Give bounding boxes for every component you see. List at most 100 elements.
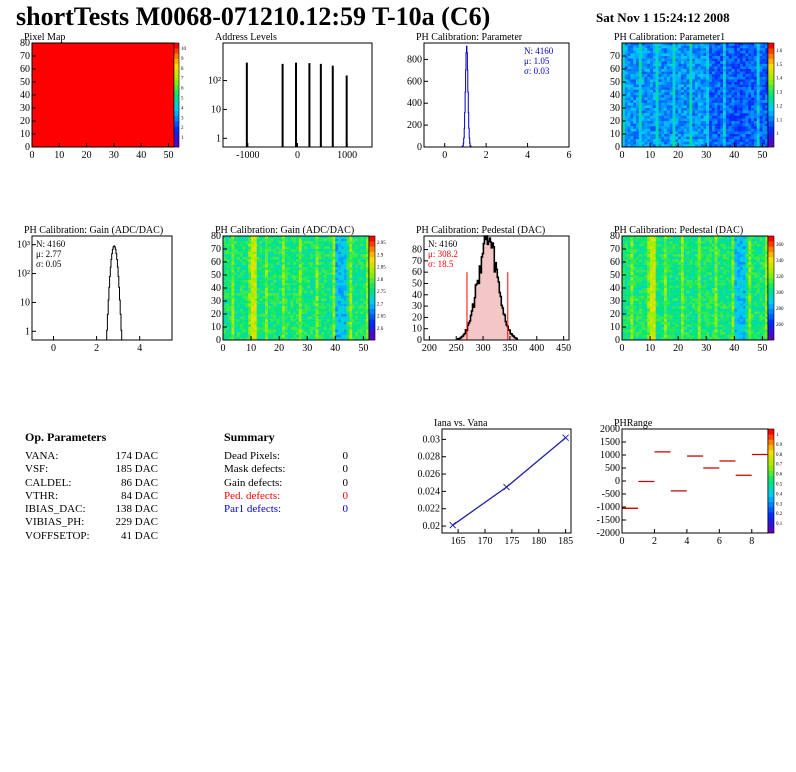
heatmap-cell (363, 290, 367, 294)
heatmap-cell (759, 131, 763, 135)
heatmap-cell (324, 327, 328, 330)
heatmap-cell (256, 288, 260, 291)
heatmap-cell (728, 61, 732, 64)
heatmap-cell (343, 329, 347, 333)
heatmap-cell (633, 277, 637, 281)
heatmap-cell (672, 113, 676, 116)
heatmap-cell (318, 238, 322, 242)
heatmap-cell (296, 324, 300, 328)
heatmap-cell (664, 84, 668, 88)
heatmap-cell (624, 246, 628, 250)
heatmap-cell (234, 324, 238, 328)
heatmap-cell (279, 311, 283, 315)
heatmap-cell (717, 79, 721, 83)
heatmap-cell (675, 76, 679, 80)
heatmap-cell (633, 246, 637, 250)
heatmap-cell (756, 131, 760, 135)
heatmap-cell (622, 306, 626, 309)
heatmap-cell (231, 267, 235, 270)
x-tick-label: 40 (330, 343, 340, 354)
heatmap-cell (753, 74, 757, 77)
heatmap-cell (231, 290, 235, 294)
heatmap-cell (709, 144, 713, 148)
heatmap-cell (711, 110, 715, 114)
heatmap-cell (636, 280, 640, 283)
heatmap-cell (296, 329, 300, 333)
heatmap-cell (276, 256, 280, 260)
heatmap-cell (697, 43, 701, 46)
heatmap-cell (728, 136, 732, 140)
heatmap-cell (742, 123, 746, 127)
heatmap-cell (703, 115, 707, 119)
heatmap-cell (756, 108, 760, 111)
heatmap-cell (636, 144, 640, 148)
heatmap-cell (324, 246, 328, 250)
heatmap-cell (622, 334, 626, 338)
heatmap-cell (265, 314, 269, 317)
heatmap-cell (335, 282, 339, 286)
heatmap-cell (627, 280, 631, 283)
heatmap-cell (363, 259, 367, 263)
heatmap-cell (231, 238, 235, 242)
heatmap-cell (326, 285, 330, 289)
heatmap-cell (717, 110, 721, 114)
heatmap-cell (706, 48, 710, 51)
heatmap-cell (658, 123, 662, 127)
heatmap-cell (641, 298, 645, 302)
heatmap-cell (349, 256, 353, 260)
heatmap-cell (262, 267, 266, 270)
heatmap-cell (680, 128, 684, 132)
heatmap-cell (624, 236, 628, 239)
heatmap-cell (312, 301, 316, 304)
heatmap-cell (647, 87, 651, 90)
heatmap-cell (627, 308, 631, 312)
heatmap-cell (689, 92, 693, 96)
heatmap-cell (700, 97, 704, 101)
heatmap-cell (279, 277, 283, 281)
heatmap-cell (273, 275, 277, 278)
heatmap-cell (228, 337, 232, 341)
heatmap-cell (745, 128, 749, 132)
heatmap-cell (723, 97, 727, 101)
heatmap-cell (633, 337, 637, 341)
heatmap-cell (630, 329, 634, 333)
heatmap-cell (279, 264, 283, 268)
heatmap-cell (652, 337, 656, 341)
heatmap-cell (335, 298, 339, 302)
heatmap-cell (321, 267, 325, 270)
heatmap-cell (281, 285, 285, 289)
x-tick-label: 0 (620, 150, 625, 161)
heatmap-cell (346, 277, 350, 281)
heatmap-cell (641, 95, 645, 98)
heatmap-cell (655, 256, 659, 260)
heatmap-cell (267, 251, 271, 255)
heatmap-cell (700, 92, 704, 96)
heatmap-cell (664, 95, 668, 98)
heatmap-cell (335, 259, 339, 263)
colorbar-tick-label: 2.85 (377, 266, 386, 271)
heatmap-cell (633, 241, 637, 244)
heatmap-cell (711, 144, 715, 148)
heatmap-cell (644, 301, 648, 304)
heatmap-cell (647, 290, 651, 294)
heatmap-cell (666, 69, 670, 72)
heatmap-cell (354, 243, 358, 247)
heatmap-cell (318, 314, 322, 317)
heatmap-cell (321, 308, 325, 312)
colorbar-tick-label: 3 (181, 116, 184, 121)
heatmap-cell (630, 337, 634, 341)
heatmap-cell (340, 241, 344, 244)
heatmap-cell (296, 303, 300, 307)
heatmap-cell (259, 298, 263, 302)
heatmap-cell (644, 288, 648, 291)
heatmap-cell (239, 267, 243, 270)
heatmap-cell (666, 53, 670, 57)
heatmap-cell (658, 249, 662, 252)
heatmap-cell (284, 314, 288, 317)
heatmap-cell (338, 254, 342, 257)
heatmap-cell (223, 272, 227, 276)
heatmap-cell (251, 314, 255, 317)
heatmap-cell (223, 256, 227, 260)
heatmap-cell (711, 89, 715, 93)
